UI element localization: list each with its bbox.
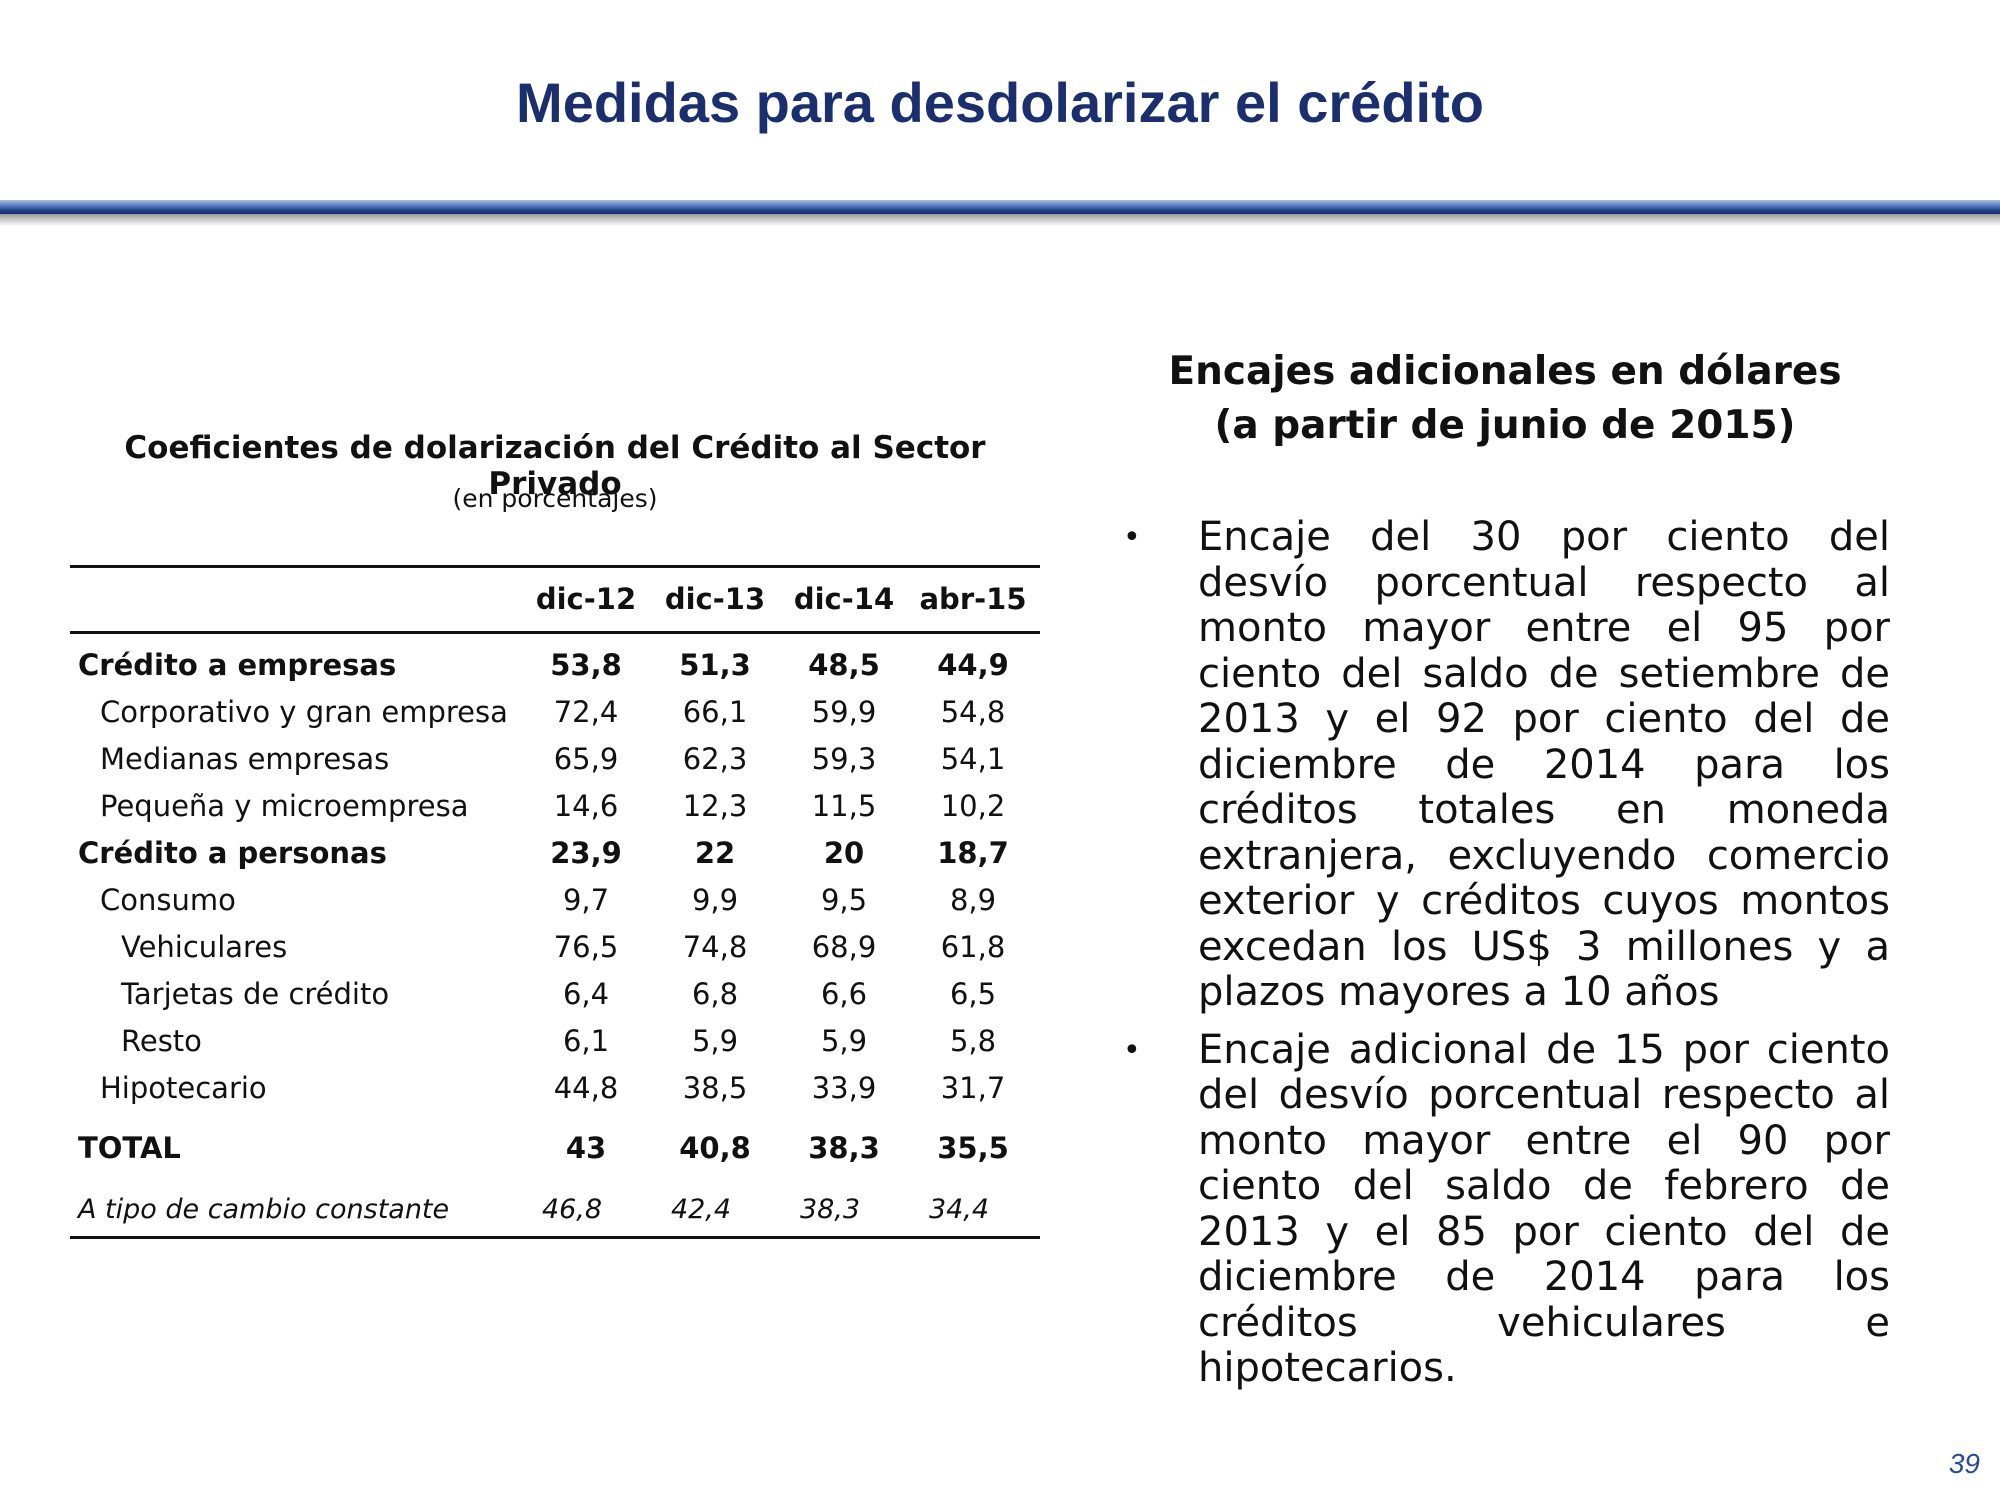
cell-value: 12,3 [682, 789, 748, 823]
column-header: abr-15 [919, 582, 1027, 616]
bullet-list: • Encaje del 30 por ciento del desvío po… [1110, 514, 1890, 1404]
table-row-resto: Resto 6,1 5,9 5,9 5,8 [78, 1024, 1040, 1064]
row-label: Corporativo y gran empresa [100, 695, 508, 729]
title-divider [0, 200, 2000, 214]
cell-value: 11,5 [811, 789, 877, 823]
row-label: Tarjetas de crédito [121, 977, 390, 1011]
cell-value: 9,7 [562, 883, 610, 917]
cell-value: 5,9 [691, 1024, 739, 1058]
table-title: Coeficientes de dolarización del Crédito… [124, 430, 986, 502]
table-subtitle: (en porcentajes) [452, 484, 658, 513]
cell-value: 53,8 [550, 648, 622, 682]
cell-value: 54,8 [940, 695, 1006, 729]
cell-value: 10,2 [940, 789, 1006, 823]
table-row-hipotecario: Hipotecario 44,8 38,5 33,9 31,7 [78, 1071, 1040, 1111]
cell-value: 34,4 [928, 1194, 990, 1225]
table-row-total: TOTAL 43 40,8 38,3 35,5 [78, 1131, 1040, 1171]
column-header: dic-12 [535, 582, 637, 616]
table-row-corporativo: Corporativo y gran empresa 72,4 66,1 59,… [78, 695, 1040, 735]
cell-value: 48,5 [808, 648, 880, 682]
cell-value: 74,8 [682, 930, 748, 964]
cell-value: 6,5 [949, 977, 997, 1011]
bullet-icon: • [1123, 520, 1141, 555]
bullet-item: • Encaje adicional de 15 por ciento del … [1110, 1026, 1890, 1392]
row-label: A tipo de cambio constante [78, 1194, 450, 1225]
cell-value: 20 [823, 836, 865, 870]
row-label: Hipotecario [100, 1071, 267, 1105]
cell-value: 54,1 [940, 742, 1006, 776]
cell-value: 76,5 [553, 930, 619, 964]
table-header-rule [70, 631, 1040, 634]
table-row-tarjetas: Tarjetas de crédito 6,4 6,8 6,6 6,5 [78, 977, 1040, 1017]
column-header: dic-13 [664, 582, 766, 616]
cell-value: 8,9 [949, 883, 997, 917]
cell-value: 18,7 [937, 836, 1009, 870]
cell-value: 59,3 [811, 742, 877, 776]
cell-value: 23,9 [550, 836, 622, 870]
cell-value: 42,4 [670, 1194, 732, 1225]
column-header: dic-14 [793, 582, 895, 616]
table-header-row: dic-12 dic-13 dic-14 abr-15 [78, 582, 1040, 622]
cell-value: 65,9 [553, 742, 619, 776]
row-label: Pequeña y microempresa [100, 789, 469, 823]
table-row-credito-personas: Crédito a personas 23,9 22 20 18,7 [78, 836, 1040, 876]
slide-title: Medidas para desdolarizar el crédito [516, 71, 1484, 134]
row-label: Crédito a empresas [78, 648, 397, 682]
bullet-text: Encaje adicional de 15 por ciento del de… [1198, 1026, 1890, 1391]
right-title-line2: (a partir de junio de 2015) [1214, 403, 1796, 448]
row-label: Medianas empresas [100, 742, 390, 776]
cell-value: 51,3 [679, 648, 751, 682]
bullet-text: Encaje del 30 por ciento del desvío porc… [1198, 514, 1890, 1015]
cell-value: 14,6 [553, 789, 619, 823]
cell-value: 68,9 [811, 930, 877, 964]
cell-value: 38,3 [808, 1131, 880, 1165]
table-row-vehiculares: Vehiculares 76,5 74,8 68,9 61,8 [78, 930, 1040, 970]
cell-value: 5,9 [820, 1024, 868, 1058]
cell-value: 61,8 [940, 930, 1006, 964]
cell-value: 62,3 [682, 742, 748, 776]
cell-value: 43 [565, 1131, 607, 1165]
cell-value: 38,3 [799, 1194, 861, 1225]
cell-value: 40,8 [679, 1131, 751, 1165]
cell-value: 33,9 [811, 1071, 877, 1105]
table-bottom-rule [70, 1236, 1040, 1239]
cell-value: 72,4 [553, 695, 619, 729]
table-row-medianas: Medianas empresas 65,9 62,3 59,3 54,1 [78, 742, 1040, 782]
bullet-item: • Encaje del 30 por ciento del desvío po… [1110, 514, 1890, 1016]
cell-value: 22 [694, 836, 736, 870]
cell-value: 6,1 [562, 1024, 610, 1058]
cell-value: 38,5 [682, 1071, 748, 1105]
table-top-rule [70, 565, 1040, 568]
cell-value: 6,6 [820, 977, 868, 1011]
cell-value: 9,9 [691, 883, 739, 917]
page-number: 39 [1948, 1448, 1980, 1479]
row-label: Resto [121, 1024, 202, 1058]
right-title-line1: Encajes adicionales en dólares [1168, 349, 1842, 394]
cell-value: 5,8 [949, 1024, 997, 1058]
table-row-tipo-cambio-constante: A tipo de cambio constante 46,8 42,4 38,… [78, 1194, 1040, 1234]
cell-value: 44,9 [937, 648, 1009, 682]
title-divider-shadow [0, 214, 2000, 226]
cell-value: 59,9 [811, 695, 877, 729]
table-row-credito-empresas: Crédito a empresas 53,8 51,3 48,5 44,9 [78, 648, 1040, 688]
cell-value: 9,5 [820, 883, 868, 917]
cell-value: 6,4 [562, 977, 610, 1011]
cell-value: 35,5 [937, 1131, 1009, 1165]
cell-value: 66,1 [682, 695, 748, 729]
row-label: TOTAL [78, 1131, 181, 1165]
cell-value: 6,8 [691, 977, 739, 1011]
table-row-consumo: Consumo 9,7 9,9 9,5 8,9 [78, 883, 1040, 923]
cell-value: 46,8 [541, 1194, 603, 1225]
bullet-icon: • [1123, 1032, 1141, 1068]
right-section-title: Encajes adicionales en dólares (a partir… [1110, 345, 1900, 453]
row-label: Vehiculares [121, 930, 288, 964]
cell-value: 31,7 [940, 1071, 1006, 1105]
cell-value: 44,8 [553, 1071, 619, 1105]
row-label: Crédito a personas [78, 836, 387, 870]
row-label: Consumo [100, 883, 236, 917]
table-row-pequena: Pequeña y microempresa 14,6 12,3 11,5 10… [78, 789, 1040, 829]
